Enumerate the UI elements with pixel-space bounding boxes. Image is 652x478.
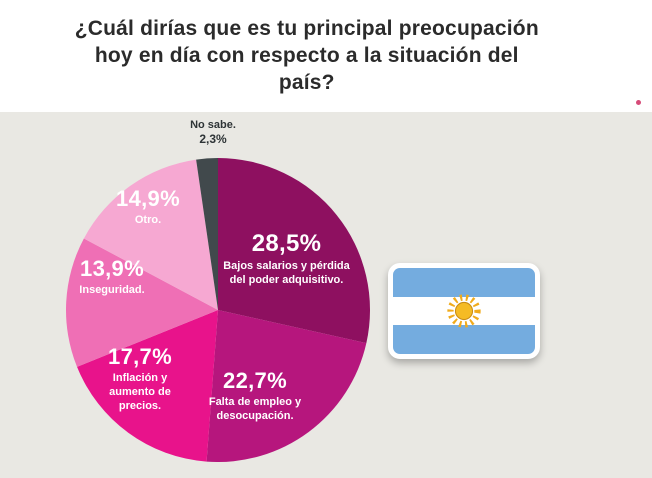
flag-stripe-bottom (393, 325, 535, 354)
pie-slice-0 (218, 158, 370, 344)
decorative-dot (636, 100, 641, 105)
pie-slice-2 (77, 310, 218, 462)
slice-percent: 2,3% (199, 132, 227, 147)
slice-label-bajos-salarios: 28,5% Bajos salarios y pérdida del poder… (214, 230, 359, 288)
slice-percent: 17,7% (108, 344, 172, 369)
page-title: ¿Cuál dirías que es tu principal preocup… (74, 17, 539, 94)
slice-category: Inflación y aumento de precios. (109, 372, 171, 412)
sun-disc (454, 301, 474, 321)
slice-percent: 28,5% (251, 230, 322, 257)
flag-stripe-top (393, 268, 535, 297)
pie-chart (66, 158, 370, 462)
slice-label-no-sabe: No sabe. 2,3% (168, 118, 258, 148)
slice-label-falta-de-empleo: 22,7% Falta de empleo y desocupación. (185, 368, 325, 424)
argentina-flag (388, 263, 540, 359)
slice-label-otro: 14,9% Otro. (88, 186, 208, 228)
slice-category: No sabe. (190, 119, 236, 131)
slice-percent: 13,9% (80, 256, 144, 281)
sun-rays (447, 294, 481, 328)
pie-slice-5 (196, 158, 218, 310)
slice-category: Inseguridad. (79, 284, 145, 296)
pie-chart-area (66, 158, 370, 462)
pie-slice-3 (66, 238, 218, 367)
slice-percent: 22,7% (223, 368, 287, 393)
slice-category: Bajos salarios y pérdida del poder adqui… (223, 260, 350, 286)
slice-percent: 14,9% (116, 186, 180, 211)
slice-category: Otro. (134, 214, 162, 226)
sun-of-may-icon (447, 294, 481, 328)
slice-category: Falta de empleo y desocupación. (208, 396, 302, 422)
pie-slice-1 (206, 310, 367, 462)
pie-slice-4 (83, 159, 218, 310)
header-band (0, 0, 652, 112)
slice-label-inflacion: 17,7% Inflación y aumento de precios. (100, 344, 180, 413)
slice-label-inseguridad: 13,9% Inseguridad. (52, 256, 172, 298)
